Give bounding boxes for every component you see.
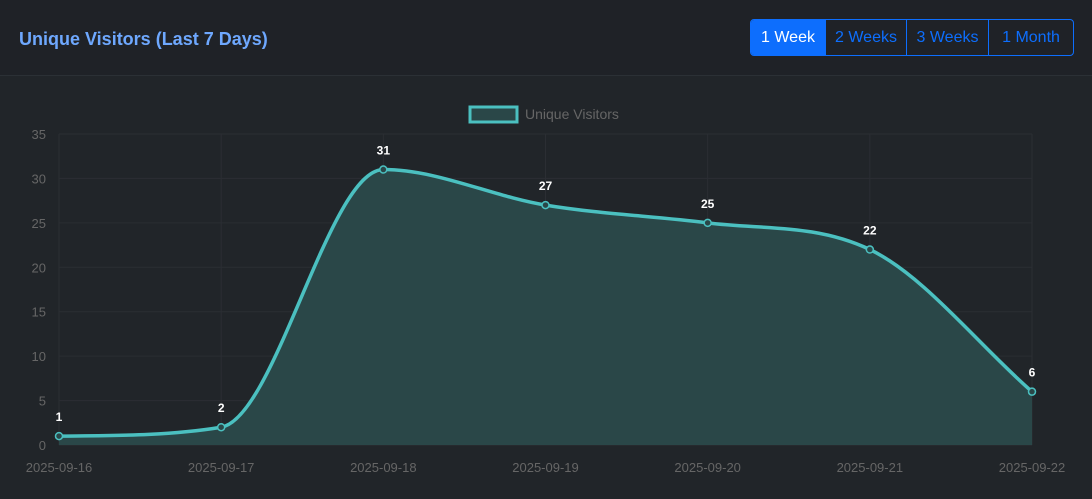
x-axis-ticks: 2025-09-16 2025-09-17 2025-09-18 2025-09-19…: [26, 460, 1066, 475]
data-label: 31: [377, 144, 391, 158]
range-1-month-button[interactable]: 1 Month: [989, 20, 1073, 55]
x-tick-label: 2025-09-20: [674, 460, 741, 475]
data-label: 1: [56, 410, 63, 424]
data-point[interactable]: [54, 431, 64, 441]
legend-label[interactable]: Unique Visitors: [525, 106, 619, 122]
y-tick-label: 25: [32, 216, 46, 231]
y-tick-label: 15: [32, 305, 46, 320]
y-axis-ticks: 0 5 10 15 20 25 30 35: [32, 127, 46, 453]
y-tick-label: 35: [32, 127, 46, 142]
data-label: 25: [701, 197, 715, 211]
y-tick-label: 5: [39, 394, 46, 409]
data-label: 22: [863, 224, 877, 238]
x-tick-label: 2025-09-21: [837, 460, 904, 475]
chart-data-labels: 1 2 31 27 25 22 6: [56, 144, 1036, 425]
data-label: 2: [218, 401, 225, 415]
page-title: Unique Visitors (Last 7 Days): [19, 29, 268, 49]
x-tick-label: 2025-09-19: [512, 460, 579, 475]
x-tick-label: 2025-09-22: [999, 460, 1066, 475]
y-tick-label: 10: [32, 349, 46, 364]
chart-points-layer: [54, 165, 1037, 441]
data-point[interactable]: [1027, 387, 1037, 396]
chart-legend[interactable]: Unique Visitors: [468, 105, 619, 124]
data-label: 27: [539, 179, 553, 193]
x-tick-label: 2025-09-18: [350, 460, 417, 475]
series-area-fill: [59, 169, 1032, 445]
x-tick-label: 2025-09-16: [26, 460, 93, 475]
data-point[interactable]: [379, 165, 388, 174]
y-tick-label: 30: [32, 171, 46, 186]
data-point[interactable]: [865, 245, 875, 254]
y-tick-label: 20: [32, 260, 46, 275]
y-tick-label: 0: [39, 438, 46, 453]
data-point[interactable]: [541, 200, 550, 210]
range-3-weeks-button[interactable]: 3 Weeks: [907, 20, 989, 55]
x-tick-label: 2025-09-17: [188, 460, 255, 475]
chart-area-layer: [57, 167, 1034, 445]
data-point[interactable]: [703, 218, 712, 228]
range-1-week-button[interactable]: 1 Week: [751, 20, 826, 55]
range-2-weeks-button[interactable]: 2 Weeks: [826, 20, 907, 55]
data-label: 6: [1029, 366, 1036, 380]
data-point[interactable]: [216, 422, 226, 432]
legend-swatch[interactable]: [468, 105, 519, 124]
card-header: Unique Visitors (Last 7 Days) 1 Week 2 W…: [0, 0, 1092, 76]
range-button-group: 1 Week 2 Weeks 3 Weeks 1 Month: [750, 19, 1074, 56]
